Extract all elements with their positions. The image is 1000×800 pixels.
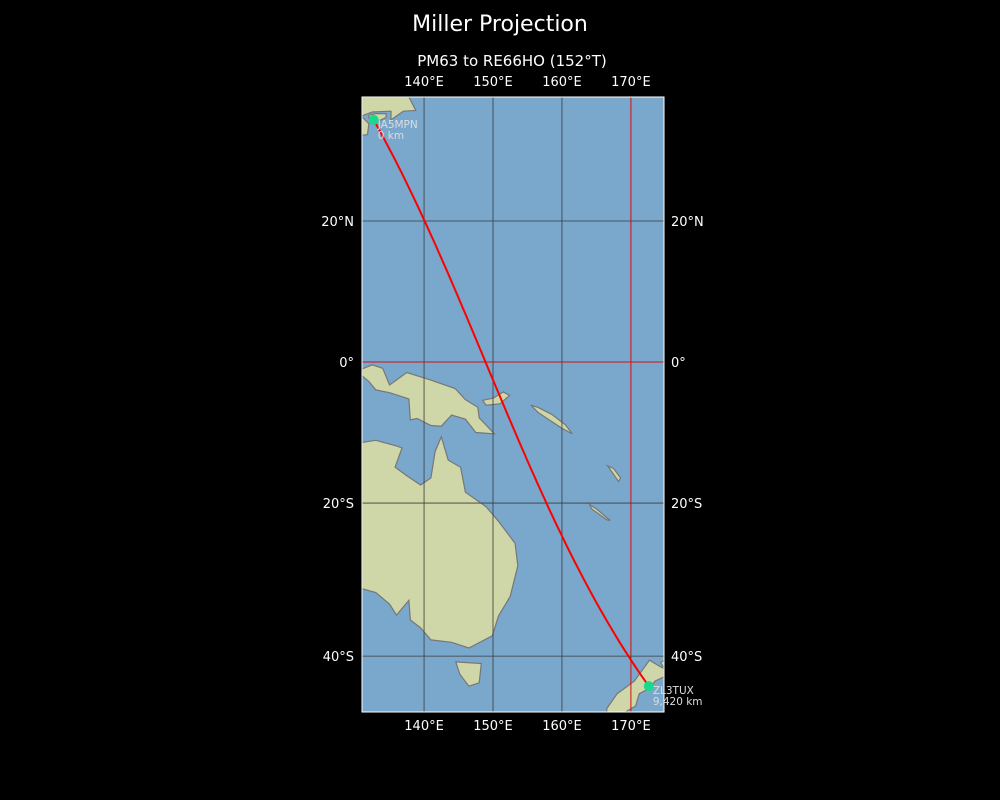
landmass-australia [362,435,519,649]
land-layer [362,97,664,712]
lon-tick-label: 160°E [542,75,582,90]
endpoint-marker [368,114,379,125]
great-circle-path-layer [372,119,650,687]
lon-tick-label: 140°E [404,75,444,90]
lat-tick-label: 20°N [321,215,354,230]
great-circle-path [372,119,650,687]
endpoint-callsign: JA5MPN [377,119,418,131]
landmass-new-guinea [362,364,496,435]
lon-tick-label: 150°E [473,719,513,734]
endpoint-distance: 0 km [378,130,404,142]
ocean [362,97,664,712]
lat-tick-label: 0° [671,356,686,371]
lon-tick-label: 160°E [542,719,582,734]
lat-tick-label: 20°S [323,497,354,512]
landmass-japan-honshu [362,97,417,122]
lon-tick-label: 140°E [404,719,444,734]
lon-tick-label: 170°E [611,719,651,734]
landmass-tasmania [454,661,482,687]
landmass-vanuatu [605,464,622,483]
landmass-japan-kyushu [362,115,370,136]
graticule [362,97,664,712]
map-subtitle: PM63 to RE66HO (152°T) [417,52,607,70]
lon-tick-label: 150°E [473,75,513,90]
lat-tick-label: 40°S [323,650,354,665]
lat-tick-label: 20°S [671,497,702,512]
endpoint-callsign: ZL3TUX [653,685,694,697]
lon-tick-label: 170°E [611,75,651,90]
lat-tick-label: 40°S [671,650,702,665]
endpoint-distance: 9,420 km [653,696,703,708]
lat-tick-label: 20°N [671,215,704,230]
landmass-nz-north [659,659,664,669]
map-title: Miller Projection [412,12,588,37]
map-frame [361,96,665,713]
landmass-new-caledonia [588,502,611,522]
endpoint-marker [643,681,654,692]
lat-tick-label: 0° [339,356,354,371]
tick-labels: 140°E 140°E 150°E 150°E 160°E 160°E 170°E 170°E… [321,75,704,734]
